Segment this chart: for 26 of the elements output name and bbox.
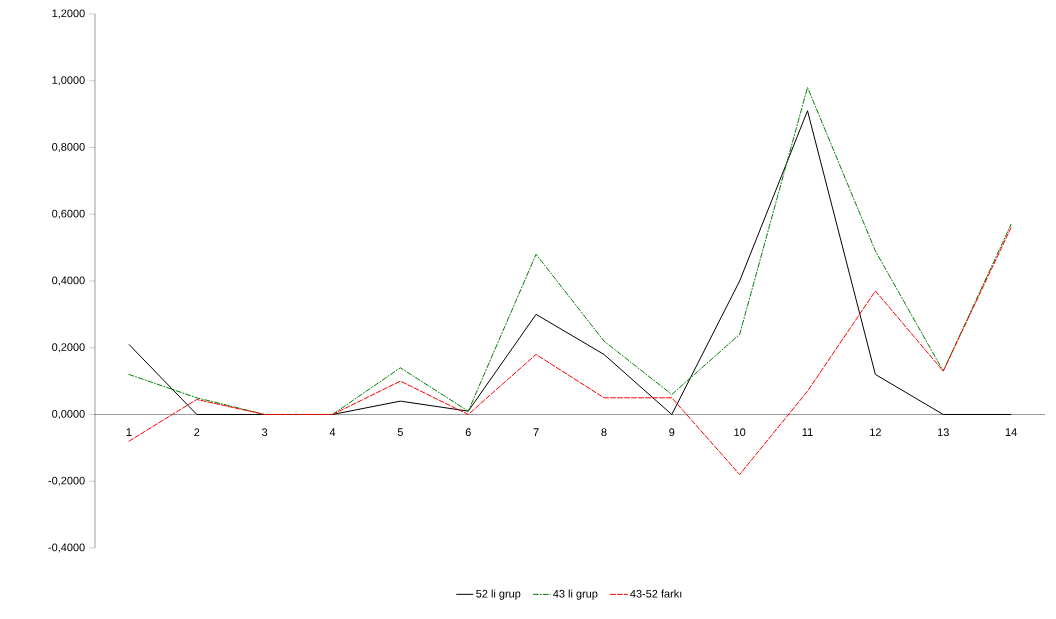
y-tick-label: -0,4000 (48, 543, 85, 553)
x-tick-label: 5 (397, 428, 403, 436)
x-tick-label: 7 (533, 428, 539, 436)
legend-label: 43-52 farkı (630, 589, 682, 598)
x-tick-label: 8 (601, 428, 607, 437)
y-tick-label: 0,2000 (52, 343, 85, 353)
x-tick-label: 12 (870, 428, 881, 436)
x-tick-label: 2 (194, 428, 200, 436)
y-tick-label: 1,0000 (52, 76, 85, 86)
x-tick-label: 6 (465, 428, 471, 437)
y-tick-label: -0,2000 (48, 476, 85, 486)
y-tick-label: 0,0000 (52, 409, 85, 420)
x-tick-label: 11 (802, 428, 813, 436)
x-tick-label: 4 (329, 428, 336, 436)
y-tick-label: 0,8000 (52, 142, 85, 153)
x-tick-label: 13 (937, 428, 949, 437)
legend-label: 52 li grup (476, 589, 521, 600)
y-tick-label: 0,4000 (52, 276, 85, 286)
y-tick-label: 0,6000 (52, 209, 85, 219)
x-tick-label: 9 (669, 428, 675, 437)
x-tick-label: 10 (734, 428, 746, 437)
x-tick-label: 1 (126, 428, 132, 436)
y-tick-label: 1,2000 (52, 9, 85, 19)
legend-label: 43 li grup (553, 589, 598, 600)
x-tick-label: 3 (262, 428, 268, 437)
x-tick-label: 14 (1005, 428, 1017, 436)
